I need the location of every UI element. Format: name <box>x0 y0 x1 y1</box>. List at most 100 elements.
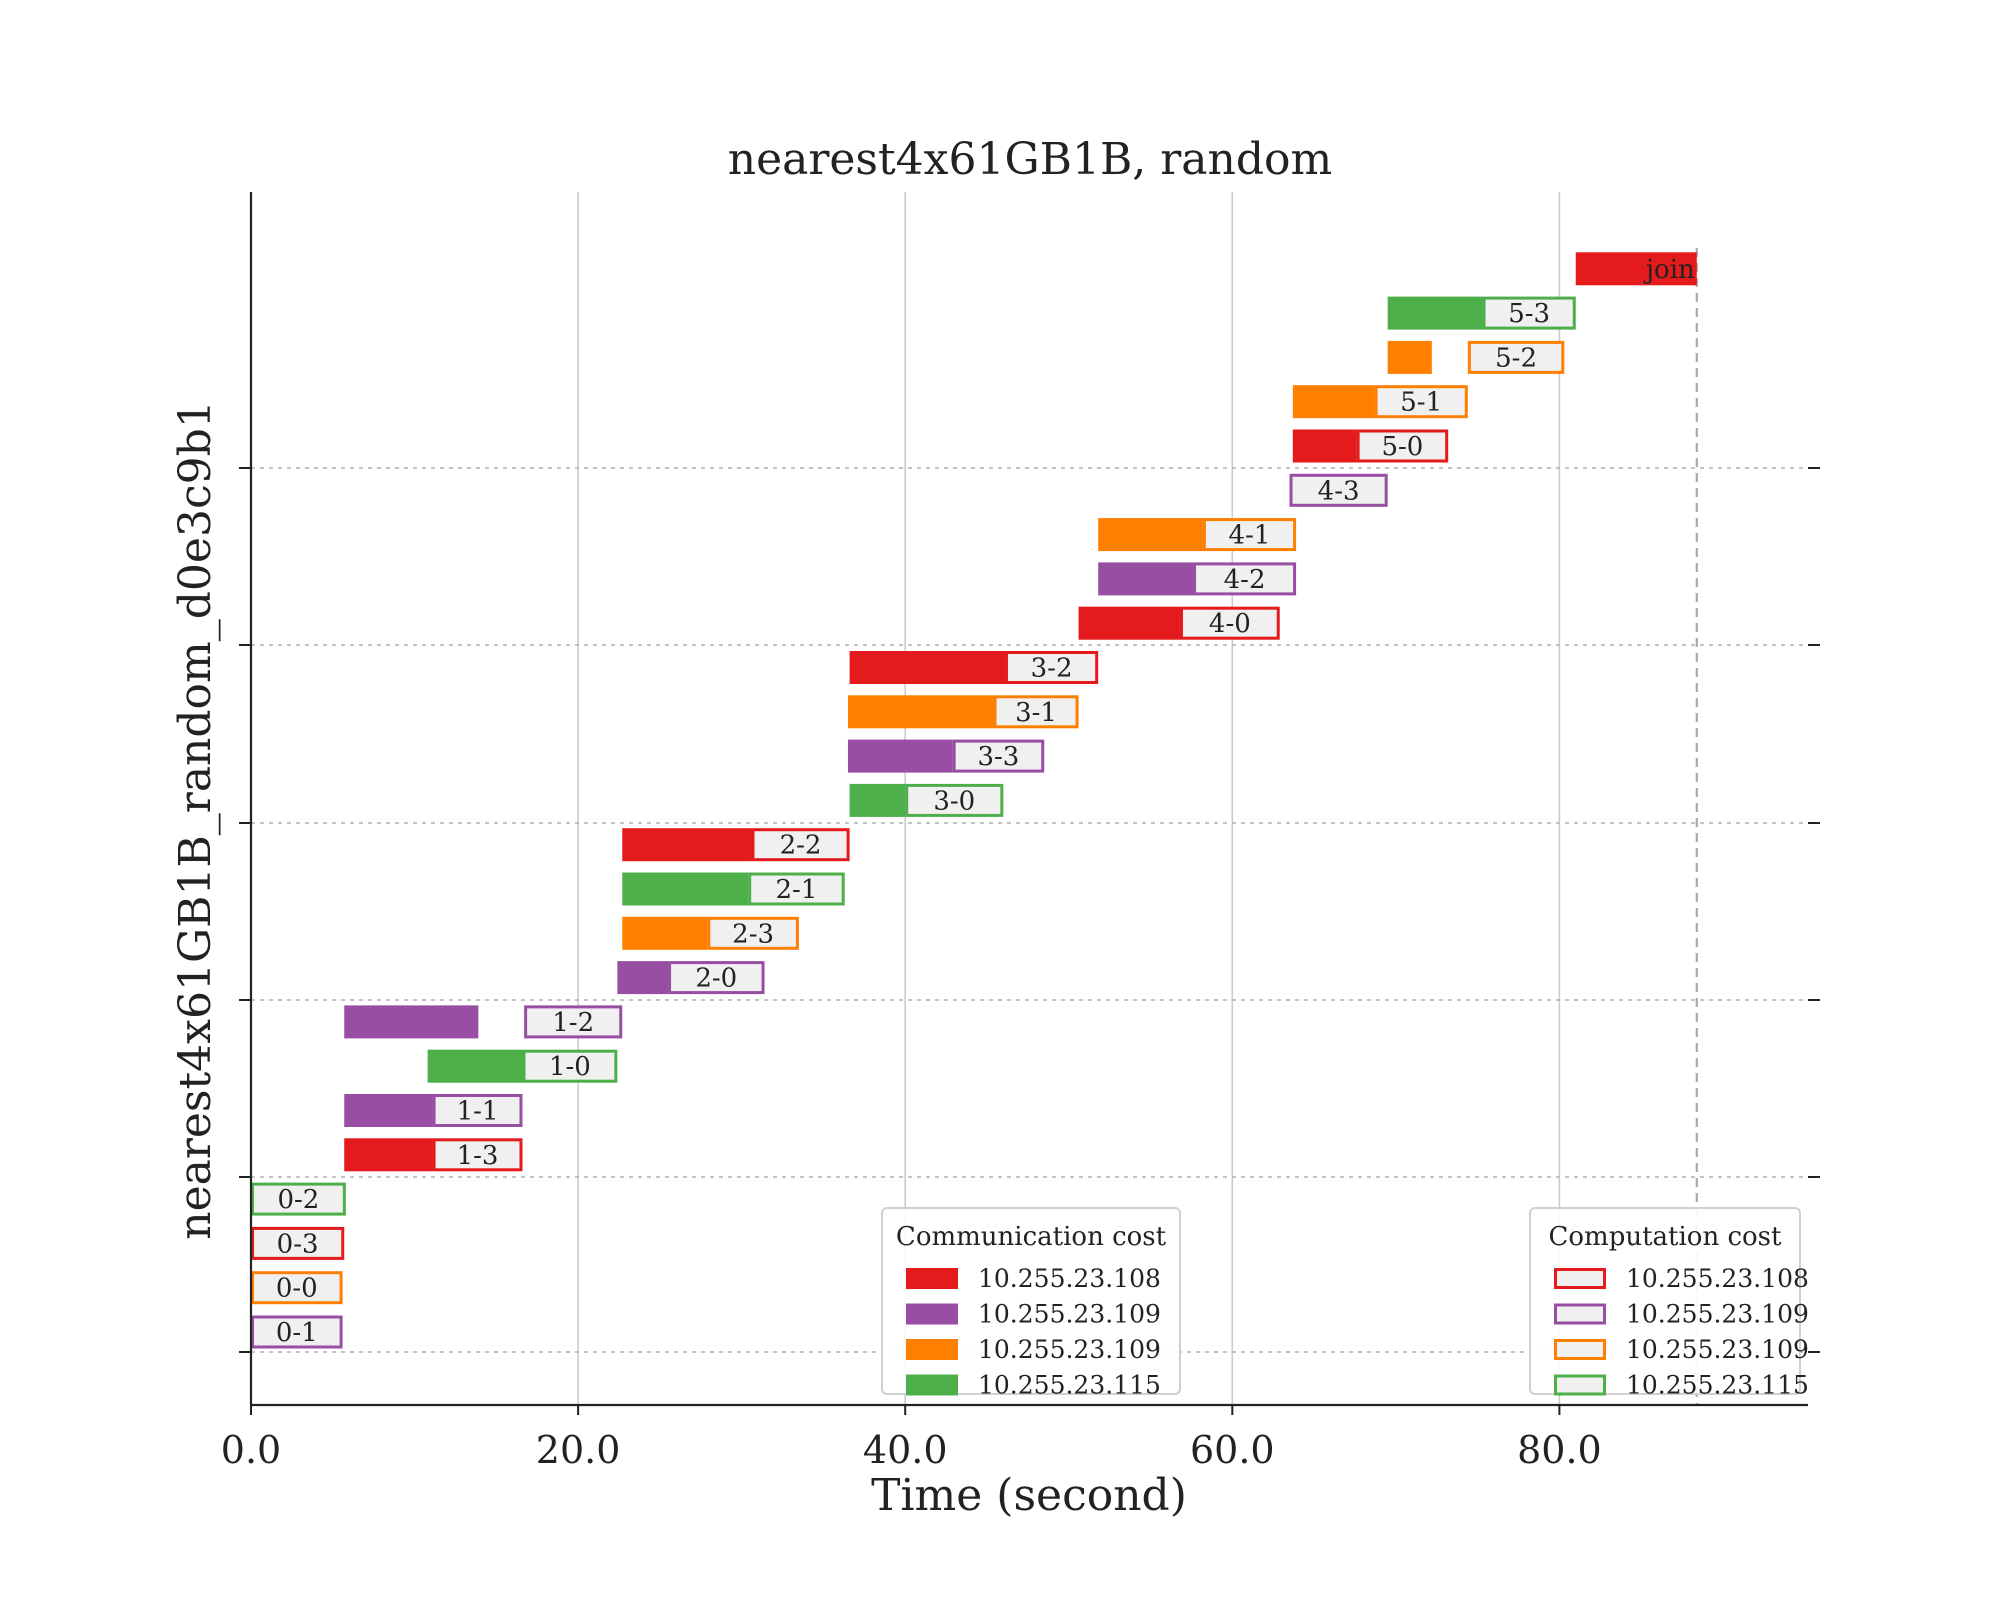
communication-bar <box>617 961 669 995</box>
axis-ticks: 0.0 20.0 40.0 60.0 80.0 <box>221 467 1820 1472</box>
communication-bar <box>847 739 953 773</box>
task-label: 0-0 <box>276 1274 318 1304</box>
task-label: 3-0 <box>933 786 975 816</box>
x-tick-label: 40.0 <box>863 1428 948 1472</box>
computation-bar <box>251 1226 345 1260</box>
task-label: 5-0 <box>1381 432 1423 462</box>
legend-communication-cost: Communication cost 10.255.23.108 10.255.23… <box>881 1207 1181 1400</box>
communication-bar <box>1292 429 1357 463</box>
computation-bar <box>748 872 845 906</box>
legend-entry-label: 10.255.23.115 <box>978 1371 1161 1400</box>
communication-bar <box>1575 252 1697 286</box>
computation-bar <box>993 695 1079 729</box>
legend-swatch <box>906 1268 958 1289</box>
task-label: 5-2 <box>1495 343 1537 373</box>
computation-bar <box>251 1182 346 1216</box>
computation-bar <box>1193 562 1297 596</box>
legend-entry-label: 10.255.23.109 <box>978 1335 1161 1364</box>
communication-bar <box>427 1049 523 1083</box>
task-label: 2-0 <box>695 964 737 994</box>
legend-title: Communication cost <box>896 1222 1167 1252</box>
task-label: 1-2 <box>552 1008 594 1038</box>
communication-bar <box>1387 340 1432 374</box>
legend-entry-label: 10.255.23.109 <box>1626 1335 1809 1364</box>
communication-bar <box>622 828 752 862</box>
computation-bar <box>251 1315 343 1349</box>
task-label: 1-1 <box>457 1097 499 1127</box>
computation-bar <box>1374 385 1468 419</box>
legend-entry-label: 10.255.23.109 <box>1626 1300 1809 1329</box>
legend-entry-label: 10.255.23.108 <box>1626 1264 1809 1293</box>
computation-bar <box>1179 606 1280 640</box>
legend-entry-label: 10.255.23.108 <box>978 1264 1161 1293</box>
task-label: 4-2 <box>1224 565 1266 595</box>
task-label: 5-1 <box>1400 388 1442 418</box>
computation-bar <box>952 739 1045 773</box>
communication-bar <box>344 1005 479 1039</box>
task-bars: 0-10-00-30-21-31-11-01-22-02-32-12-23-03… <box>251 252 1697 1349</box>
communication-bar <box>622 916 708 950</box>
computation-bar <box>1202 518 1297 552</box>
communication-bar <box>849 783 906 817</box>
task-label: 4-1 <box>1229 521 1271 551</box>
task-label: 1-0 <box>549 1052 591 1082</box>
task-label: 3-1 <box>1015 698 1057 728</box>
computation-bar <box>1467 340 1565 374</box>
computation-bar <box>905 783 1004 817</box>
x-tick-label: 20.0 <box>536 1428 621 1472</box>
computation-bar <box>1004 651 1099 684</box>
task-label: 4-0 <box>1209 609 1251 639</box>
task-label: 2-3 <box>732 919 774 949</box>
legend-computation-cost: Computation cost 10.255.23.108 10.255.23.1… <box>1529 1207 1809 1400</box>
legend-swatch <box>1554 1374 1606 1396</box>
communication-bar <box>1292 385 1375 419</box>
computation-bar <box>524 1005 623 1039</box>
x-tick-label: 80.0 <box>1517 1428 1602 1472</box>
communication-bar <box>849 651 1005 684</box>
x-tick-label: 0.0 <box>221 1428 281 1472</box>
y-axis-label: nearest4x61GB1B_random_d0e3c9b1 <box>170 400 221 1240</box>
computation-bar <box>751 828 850 862</box>
legend-swatch <box>1554 1339 1606 1360</box>
computation-bar <box>522 1049 618 1083</box>
computation-bar <box>251 1271 343 1305</box>
task-label: 0-1 <box>276 1318 318 1348</box>
legend-swatch <box>906 1374 958 1396</box>
communication-bar <box>1098 562 1194 596</box>
legend-entry-label: 10.255.23.115 <box>1626 1371 1809 1400</box>
task-label: 0-2 <box>277 1185 319 1215</box>
legend-swatch <box>1554 1303 1606 1325</box>
communication-bar <box>1098 518 1203 552</box>
communication-bar <box>1387 296 1483 330</box>
computation-bar <box>432 1094 523 1127</box>
axes <box>249 192 1808 1407</box>
communication-bar <box>344 1138 433 1172</box>
legend-swatch <box>1554 1268 1606 1289</box>
communication-bar <box>344 1094 433 1127</box>
computation-bar <box>668 961 765 995</box>
task-label: 4-3 <box>1318 476 1360 506</box>
task-label: 3-2 <box>1031 654 1073 684</box>
task-label: 2-1 <box>776 875 818 905</box>
communication-bar <box>847 695 994 729</box>
x-tick-label: 60.0 <box>1190 1428 1275 1472</box>
legend-entry-label: 10.255.23.109 <box>978 1300 1161 1329</box>
task-label: 5-3 <box>1508 299 1550 329</box>
computation-bar <box>1289 473 1388 507</box>
communication-bar <box>622 872 749 906</box>
legend-swatch <box>906 1339 958 1360</box>
task-label: 1-3 <box>457 1141 499 1171</box>
task-label: 3-3 <box>977 742 1019 772</box>
legend-title: Computation cost <box>1549 1222 1783 1252</box>
chart-title: nearest4x61GB1B, random <box>728 134 1333 185</box>
x-axis-label: Time (second) <box>871 1470 1187 1521</box>
communication-bar <box>1078 606 1180 640</box>
computation-bar <box>432 1138 523 1172</box>
legend-swatch <box>906 1303 958 1325</box>
task-label: 0-3 <box>277 1229 319 1259</box>
computation-bar <box>1356 429 1449 463</box>
task-label: join <box>1643 255 1695 285</box>
computation-bar <box>707 916 799 950</box>
task-label: 2-2 <box>780 831 822 861</box>
